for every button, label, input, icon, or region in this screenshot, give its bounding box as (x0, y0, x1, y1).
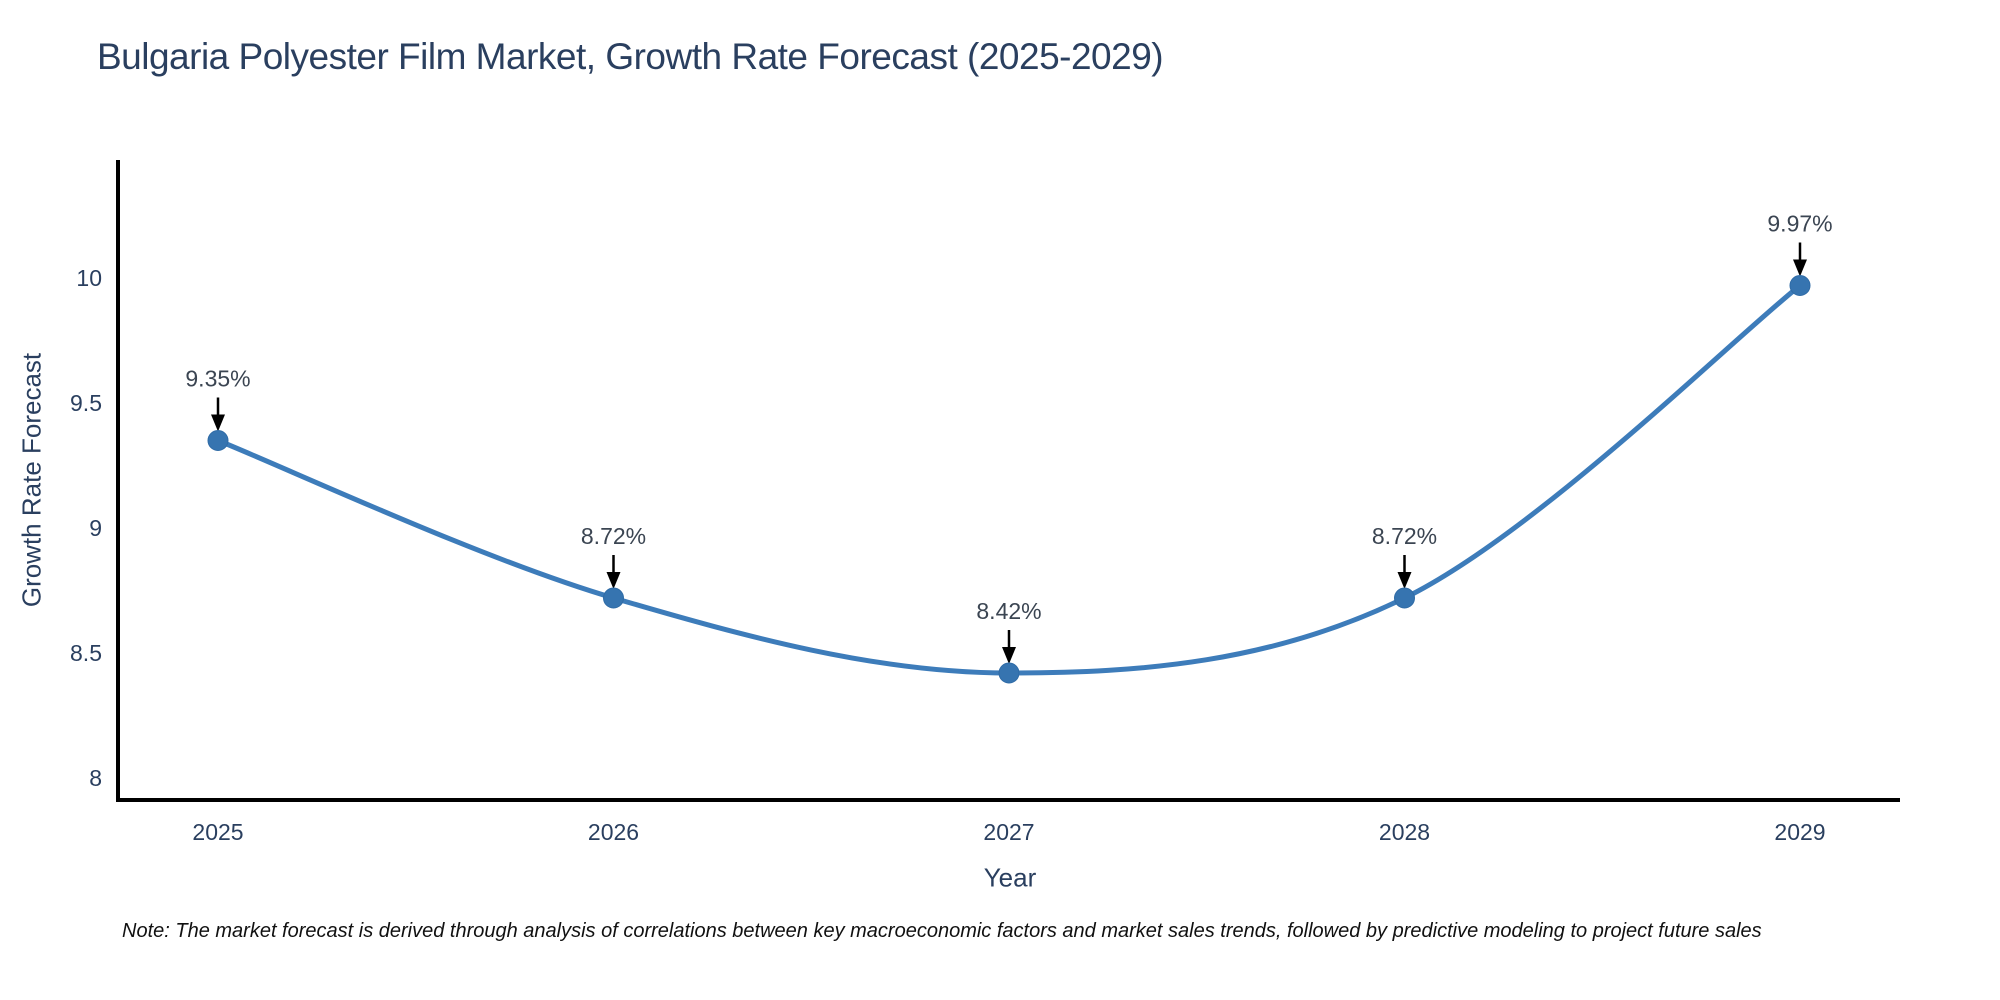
y-tick-label: 10 (76, 265, 102, 291)
data-point-marker[interactable] (1394, 587, 1415, 609)
data-point-marker[interactable] (1789, 275, 1811, 296)
annotation-arrowhead (606, 572, 621, 589)
data-point-marker[interactable] (603, 587, 624, 609)
data-point-label: 8.42% (976, 598, 1041, 624)
y-tick-label: 8 (89, 765, 102, 791)
x-tick-label: 2026 (588, 819, 639, 845)
annotation-arrowhead (1793, 259, 1807, 277)
x-tick-label: 2029 (1774, 819, 1825, 845)
annotation-arrowhead (1002, 647, 1016, 664)
x-tick-label: 2027 (983, 819, 1034, 845)
data-point-label: 9.35% (185, 366, 250, 392)
annotation-arrowhead (211, 414, 225, 432)
chart-title: Bulgaria Polyester Film Market, Growth R… (97, 36, 1164, 77)
x-axis-title: Year (983, 862, 1037, 893)
data-point-label: 8.72% (581, 523, 646, 549)
y-tick-label: 9 (89, 515, 102, 541)
y-tick-label: 9.5 (70, 390, 102, 416)
y-tick-label: 8.5 (70, 640, 102, 666)
data-point-label: 9.97% (1767, 211, 1832, 237)
data-point-marker[interactable] (998, 662, 1020, 684)
x-tick-label: 2028 (1379, 819, 1430, 845)
forecast-note: Note: The market forecast is derived thr… (122, 920, 1762, 942)
data-point-marker[interactable] (207, 430, 229, 451)
annotation-arrowhead (1397, 572, 1412, 589)
data-point-label: 8.72% (1372, 523, 1437, 549)
x-tick-label: 2025 (192, 819, 243, 845)
